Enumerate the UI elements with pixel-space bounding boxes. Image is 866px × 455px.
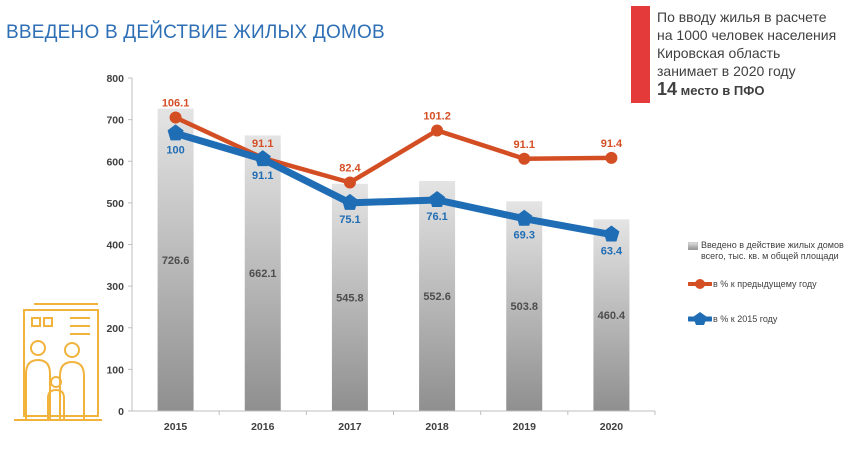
bar-value-label: 662.1 <box>249 268 277 280</box>
x-tick-label: 2020 <box>600 421 624 433</box>
point-prev-year <box>605 151 618 164</box>
point-prev-year <box>431 124 444 137</box>
data-label-prev-year: 91.4 <box>601 138 623 150</box>
data-label-2015: 75.1 <box>339 214 360 226</box>
page-title: ВВЕДЕНО В ДЕЙСТВИЕ ЖИЛЫХ ДОМОВ <box>6 22 385 43</box>
y-tick-label: 0 <box>118 406 124 418</box>
point-2015 <box>254 150 271 167</box>
bar <box>157 108 194 412</box>
point-2015 <box>167 124 184 141</box>
bar <box>419 180 456 411</box>
data-label-prev-year: 101.2 <box>423 110 451 122</box>
legend-label-line1: в % к предыдущему году <box>713 279 817 289</box>
data-label-2015: 76.1 <box>426 211 447 223</box>
point-2015 <box>516 209 533 226</box>
bar <box>331 183 368 411</box>
data-label-prev-year: 91.1 <box>514 139 535 151</box>
y-tick-label: 600 <box>106 156 124 168</box>
x-tick-label: 2015 <box>164 421 188 433</box>
series-line-prev-year <box>174 115 612 185</box>
point-prev-year <box>343 176 356 189</box>
data-label-prev-year: 82.4 <box>339 162 361 174</box>
point-2015 <box>341 193 358 210</box>
point-prev-year <box>518 152 531 165</box>
bar <box>506 201 543 411</box>
data-label-prev-year: 91.1 <box>252 138 273 150</box>
y-tick-label: 100 <box>106 364 124 376</box>
bar <box>244 135 281 411</box>
bar <box>593 219 630 411</box>
data-label-2015: 100 <box>166 144 184 156</box>
x-tick-label: 2017 <box>338 421 362 433</box>
data-label-2015: 91.1 <box>252 170 273 182</box>
y-tick-label: 500 <box>106 198 124 210</box>
legend-swatch-bars <box>688 242 698 250</box>
info-line: на 1000 человек населения <box>657 27 837 43</box>
x-tick-label: 2019 <box>513 421 537 433</box>
point-2015 <box>603 225 620 242</box>
y-tick-label: 400 <box>106 240 124 252</box>
info-line: Кировская область <box>657 45 781 61</box>
bar-value-label: 545.8 <box>336 292 364 304</box>
info-line: занимает в 2020 году <box>657 63 796 79</box>
legend-swatch-line2 <box>688 312 712 325</box>
legend-label-line2: в % к 2015 году <box>713 314 778 324</box>
bar-value-label: 726.6 <box>162 255 190 267</box>
y-tick-label: 700 <box>106 115 124 127</box>
y-tick-label: 800 <box>106 73 124 85</box>
info-accent-bar <box>631 6 650 103</box>
family-house-icon <box>14 303 102 421</box>
info-rank-number: 14 <box>657 79 678 99</box>
x-tick-label: 2016 <box>251 421 275 433</box>
point-prev-year <box>169 111 182 124</box>
info-line: По вводу жилья в расчете <box>657 9 827 25</box>
bar-value-label: 552.6 <box>423 291 451 303</box>
series-line-2015 <box>174 130 613 238</box>
y-tick-label: 200 <box>106 323 124 335</box>
bar-value-label: 460.4 <box>598 310 626 322</box>
data-label-prev-year: 106.1 <box>162 98 190 110</box>
data-label-2015: 69.3 <box>514 230 535 242</box>
bar-value-label: 503.8 <box>510 301 538 313</box>
point-2015 <box>429 190 446 207</box>
legend-swatch-line1 <box>688 279 712 289</box>
info-rank-text: место в ПФО <box>680 83 765 98</box>
x-tick-label: 2018 <box>425 421 449 433</box>
y-tick-label: 300 <box>106 281 124 293</box>
info-text: По вводу жилья в расчете на 1000 человек… <box>657 8 862 100</box>
info-rank: 14 место в ПФО <box>657 80 862 100</box>
legend-label-bars: Введено в действие жилых домов всего, ты… <box>701 240 844 261</box>
data-label-2015: 63.4 <box>601 246 623 258</box>
